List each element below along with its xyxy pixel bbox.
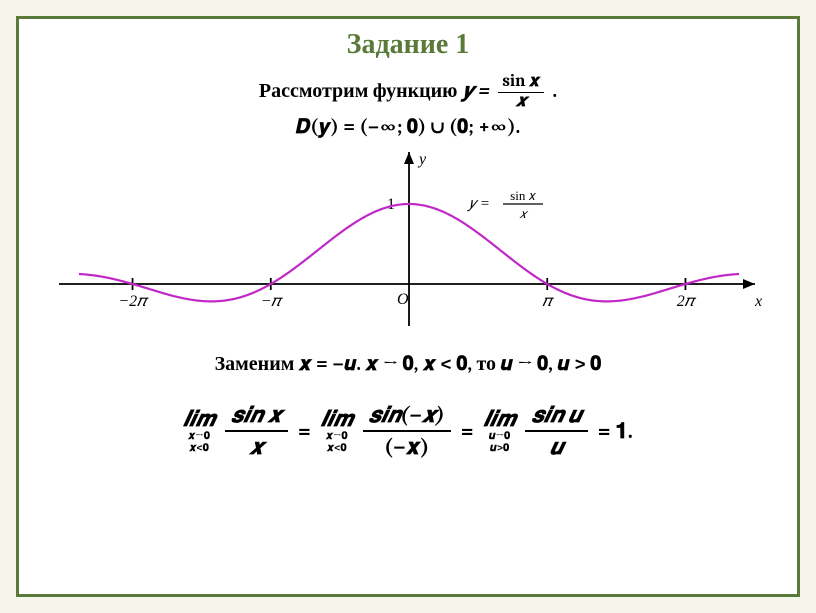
- sinc-chart: −2𝜋−𝜋𝜋2𝜋1Oxy𝑦 =sin 𝑥𝑥: [49, 144, 769, 334]
- svg-text:𝜋: 𝜋: [542, 293, 554, 310]
- lim-3: 𝒍𝒊𝒎 𝒖→𝟎 𝒖>𝟎: [484, 408, 516, 454]
- chart-svg: −2𝜋−𝜋𝜋2𝜋1Oxy𝑦 =sin 𝑥𝑥: [49, 144, 769, 334]
- frac1-num: 𝒔𝒊𝒏 𝒙: [225, 402, 288, 432]
- frac2-num: 𝒔𝒊𝒏(−𝒙): [363, 402, 451, 432]
- slide-frame: Задание 1 Рассмотрим функцию 𝒚 = sin 𝒙 𝒙…: [16, 16, 800, 597]
- frac3-den: 𝒖: [544, 432, 570, 460]
- lim2-sub2: 𝒙<𝟎: [327, 442, 347, 454]
- frac-1: 𝒔𝒊𝒏 𝒙 𝒙: [225, 402, 288, 460]
- svg-text:sin 𝑥: sin 𝑥: [510, 188, 536, 203]
- lim3-word: 𝒍𝒊𝒎: [484, 408, 516, 430]
- frac2-den: (−𝒙): [378, 432, 435, 460]
- svg-text:O: O: [397, 291, 409, 308]
- lim-2: 𝒍𝒊𝒎 𝒙→𝟎 𝒙<𝟎: [321, 408, 353, 454]
- eq-2: =: [461, 418, 474, 444]
- svg-text:−2𝜋: −2𝜋: [118, 293, 149, 310]
- svg-text:y: y: [417, 151, 427, 168]
- lim-1: 𝒍𝒊𝒎 𝒙→𝟎 𝒙<𝟎: [183, 408, 215, 454]
- svg-text:𝑦 =: 𝑦 =: [467, 196, 490, 212]
- frac-2: 𝒔𝒊𝒏(−𝒙) (−𝒙): [363, 402, 451, 460]
- lim3-sub2: 𝒖>𝟎: [490, 442, 509, 454]
- lim2-word: 𝒍𝒊𝒎: [321, 408, 353, 430]
- limit-equation: 𝒍𝒊𝒎 𝒙→𝟎 𝒙<𝟎 𝒔𝒊𝒏 𝒙 𝒙 = 𝒍𝒊𝒎 𝒙→𝟎 𝒙<𝟎 𝒔𝒊𝒏(−𝒙…: [49, 402, 767, 460]
- substitution-line: Заменим 𝒙 = −𝒖. 𝒙 → 𝟎, 𝒙 < 𝟎, то 𝒖 → 𝟎, …: [49, 352, 767, 376]
- eq-3: = 𝟏.: [598, 418, 633, 444]
- frac-3: 𝒔𝒊𝒏 𝒖 𝒖: [525, 402, 587, 460]
- func-y: 𝒚 =: [462, 79, 490, 102]
- svg-text:2𝜋: 2𝜋: [677, 293, 697, 310]
- lim1-word: 𝒍𝒊𝒎: [183, 408, 215, 430]
- svg-text:x: x: [754, 293, 762, 310]
- func-num: sin 𝒙: [498, 73, 544, 93]
- func-fraction: sin 𝒙 𝒙: [498, 73, 544, 111]
- frac1-den: 𝒙: [243, 432, 269, 460]
- slide-title: Задание 1: [49, 29, 767, 61]
- frac3-num: 𝒔𝒊𝒏 𝒖: [525, 402, 587, 432]
- lim1-sub2: 𝒙<𝟎: [189, 442, 209, 454]
- svg-text:−𝜋: −𝜋: [261, 293, 284, 310]
- func-period: .: [552, 79, 557, 102]
- eq-1: =: [298, 418, 311, 444]
- domain-line: 𝑫(𝒚) = (−∞; 𝟎) ∪ (𝟎; +∞).: [49, 115, 767, 138]
- function-line: Рассмотрим функцию 𝒚 = sin 𝒙 𝒙 .: [49, 73, 767, 111]
- func-den: 𝒙: [498, 93, 544, 112]
- svg-text:𝑥: 𝑥: [519, 206, 529, 221]
- func-intro: Рассмотрим функцию: [259, 79, 462, 102]
